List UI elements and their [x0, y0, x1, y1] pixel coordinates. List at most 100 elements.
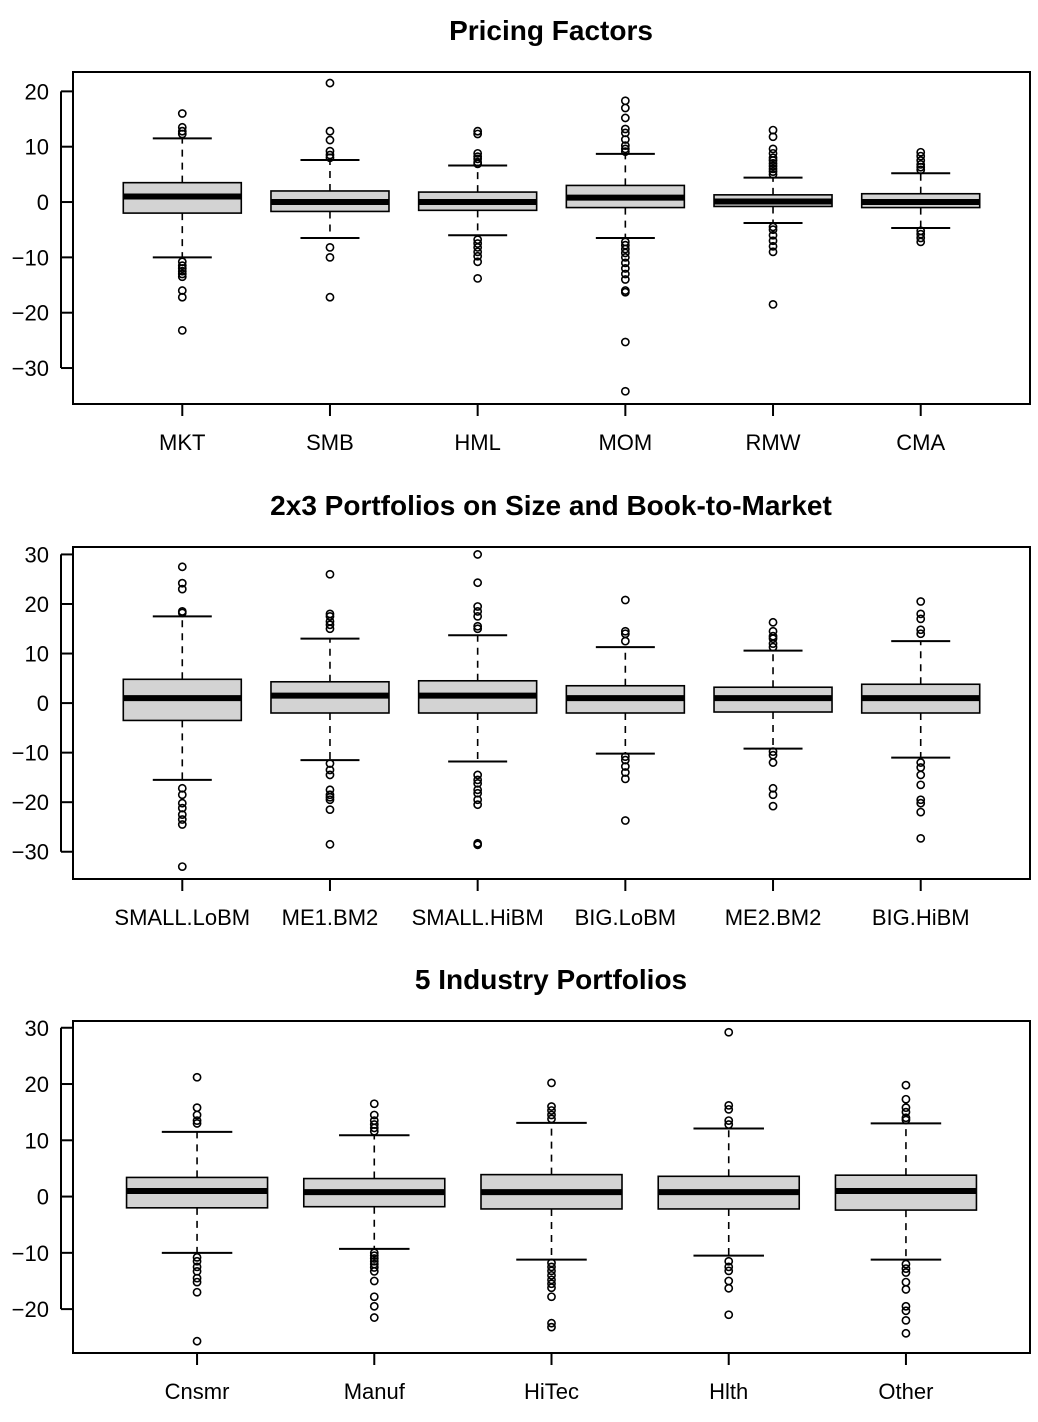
outlier-point — [473, 550, 483, 559]
outlier-point — [177, 790, 187, 800]
outlier-point — [177, 820, 187, 829]
outlier-point — [369, 1110, 379, 1120]
outlier-point — [369, 1276, 379, 1286]
plot-frame — [72, 546, 1031, 880]
outlier-point — [620, 252, 630, 262]
outlier-point — [768, 299, 778, 309]
outlier-point — [901, 1306, 911, 1316]
x-tick-label: SMALL.HiBM — [412, 905, 544, 930]
outlier-point — [901, 1328, 911, 1338]
outlier-point — [177, 126, 187, 136]
plot-frame — [72, 71, 1031, 405]
outlier-point — [768, 236, 778, 246]
outlier-point — [177, 798, 187, 808]
outlier-point — [192, 1110, 202, 1120]
outlier-point — [177, 326, 187, 335]
outlier-point — [768, 747, 778, 757]
x-tick-label: MOM — [598, 430, 652, 455]
outlier-point — [768, 241, 778, 251]
x-tick-label: SMALL.LoBM — [114, 905, 250, 930]
y-tick-label: 0 — [37, 190, 49, 215]
panel-size-book-to-market: 2x3 Portfolios on Size and Book-to-Marke… — [12, 490, 1031, 930]
outlier-point — [916, 597, 926, 606]
outlier-point — [192, 1262, 202, 1272]
outlier-point — [901, 1268, 911, 1277]
y-tick-label: −10 — [12, 741, 49, 766]
outlier-point — [916, 609, 926, 619]
chart-title: Pricing Factors — [449, 15, 653, 46]
x-tick-label: ME1.BM2 — [282, 905, 379, 930]
x-tick-label: CMA — [896, 430, 945, 455]
outlier-point — [620, 248, 630, 258]
outlier-point — [620, 96, 630, 106]
outlier-point — [916, 625, 926, 635]
outlier-point — [325, 765, 335, 775]
outlier-point — [473, 624, 483, 634]
outlier-point — [473, 257, 483, 267]
outlier-point — [724, 1310, 734, 1320]
y-tick-label: −30 — [12, 356, 49, 381]
outlier-point — [768, 153, 778, 163]
outlier-point — [620, 147, 630, 157]
x-tick-label: BIG.LoBM — [575, 905, 676, 930]
outlier-point — [473, 126, 483, 136]
y-tick-label: −10 — [12, 245, 49, 270]
outlier-point — [547, 1318, 556, 1328]
outlier-point — [916, 614, 926, 624]
outlier-point — [325, 795, 335, 805]
outlier-point — [768, 167, 778, 176]
outlier-point — [192, 1287, 202, 1297]
outlier-point — [768, 758, 778, 767]
outlier-point — [177, 292, 187, 302]
outlier-point — [192, 1273, 202, 1283]
outlier-point — [177, 266, 187, 276]
outlier-point — [620, 135, 630, 144]
x-tick-label: MKT — [159, 430, 205, 455]
outlier-point — [473, 840, 483, 850]
outlier-point — [473, 770, 483, 780]
x-tick-label: Hlth — [709, 1379, 748, 1404]
outlier-point — [768, 639, 778, 649]
outlier-point — [620, 386, 630, 396]
outlier-point — [473, 159, 483, 169]
outlier-point — [916, 629, 926, 639]
outlier-point — [916, 147, 926, 157]
outlier-point — [325, 620, 335, 630]
outlier-point — [473, 602, 483, 611]
outlier-point — [768, 801, 778, 811]
outlier-point — [177, 269, 187, 279]
outlier-point — [473, 129, 483, 139]
outlier-point — [325, 135, 335, 145]
y-tick-label: 10 — [25, 135, 49, 160]
outlier-point — [768, 790, 778, 800]
outlier-point — [768, 158, 778, 168]
outlier-point — [620, 762, 630, 771]
outlier-point — [547, 1270, 556, 1280]
outlier-point — [916, 162, 926, 172]
y-tick-label: 30 — [25, 1016, 49, 1041]
outlier-point — [473, 148, 483, 158]
outlier-point — [724, 1116, 734, 1125]
outlier-point — [369, 1099, 379, 1109]
outlier-point — [768, 222, 778, 232]
outlier-point — [473, 251, 483, 261]
outlier-point — [620, 774, 630, 784]
outlier-point — [724, 1283, 734, 1293]
outlier-point — [901, 1264, 911, 1273]
outlier-point — [620, 636, 630, 646]
outlier-point — [620, 595, 630, 605]
outlier-point — [177, 810, 187, 819]
outlier-point — [192, 1277, 202, 1287]
outlier-point — [473, 247, 483, 257]
outlier-point — [369, 1248, 379, 1258]
outlier-point — [768, 144, 778, 154]
outlier-point — [177, 862, 187, 872]
outlier-point — [177, 261, 187, 271]
panel-industry-portfolios: 5 Industry Portfolios −20 −10 0 10 20 30 Cnsmr… — [12, 964, 1031, 1404]
y-tick-label: −20 — [12, 1297, 49, 1322]
outlier-point — [724, 1104, 734, 1114]
outlier-point — [177, 272, 187, 282]
outlier-point — [325, 292, 335, 302]
outlier-point — [620, 124, 630, 134]
outlier-point — [901, 1277, 911, 1287]
